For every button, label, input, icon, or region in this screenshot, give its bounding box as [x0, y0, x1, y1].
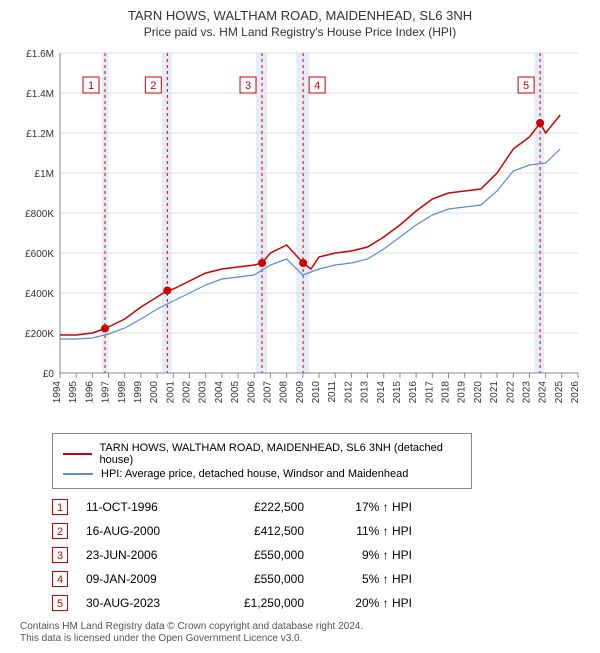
svg-text:3: 3: [245, 80, 251, 92]
svg-text:£1.6M: £1.6M: [26, 49, 54, 60]
legend-swatch: [63, 473, 93, 475]
event-row: 1 11-OCT-1996 £222,500 17% ↑ HPI: [52, 499, 588, 515]
svg-text:2007: 2007: [262, 381, 273, 404]
svg-text:2024: 2024: [538, 381, 549, 404]
svg-text:2022: 2022: [505, 381, 516, 404]
event-delta: 11% ↑ HPI: [322, 524, 412, 538]
chart-svg: £0 £200K £400K £600K £800K £1M £1.2M £1.4M £1.6M…: [12, 45, 588, 425]
svg-text:2004: 2004: [214, 381, 225, 404]
footer-attribution: Contains HM Land Registry data © Crown c…: [20, 621, 588, 644]
svg-text:£400K: £400K: [25, 289, 54, 300]
svg-text:2012: 2012: [343, 381, 354, 404]
svg-text:2020: 2020: [473, 381, 484, 404]
event-number-box: 2: [52, 523, 68, 539]
svg-text:1: 1: [88, 80, 94, 92]
event-delta: 9% ↑ HPI: [322, 548, 412, 562]
svg-text:2016: 2016: [408, 381, 419, 404]
event-price: £550,000: [214, 572, 304, 586]
event-date: 23-JUN-2006: [86, 548, 196, 562]
event-number-box: 4: [52, 571, 68, 587]
svg-text:2026: 2026: [570, 381, 581, 404]
svg-text:1997: 1997: [101, 381, 112, 404]
event-price: £412,500: [214, 524, 304, 538]
legend-row: TARN HOWS, WALTHAM ROAD, MAIDENHEAD, SL6…: [63, 442, 461, 466]
svg-text:2021: 2021: [489, 381, 500, 404]
events-table: 1 11-OCT-1996 £222,500 17% ↑ HPI 2 16-AUG-200…: [52, 499, 588, 611]
svg-text:2000: 2000: [149, 381, 160, 404]
svg-text:2005: 2005: [230, 381, 241, 404]
svg-text:4: 4: [314, 80, 320, 92]
svg-text:1994: 1994: [52, 381, 63, 404]
svg-text:2025: 2025: [554, 381, 565, 404]
event-date: 11-OCT-1996: [86, 500, 196, 514]
legend-row: HPI: Average price, detached house, Wind…: [63, 468, 461, 480]
svg-text:2009: 2009: [295, 381, 306, 404]
svg-text:2019: 2019: [457, 381, 468, 404]
event-row: 5 30-AUG-2023 £1,250,000 20% ↑ HPI: [52, 595, 588, 611]
event-date: 16-AUG-2000: [86, 524, 196, 538]
svg-text:1995: 1995: [68, 381, 79, 404]
event-number-box: 3: [52, 547, 68, 563]
svg-text:1999: 1999: [133, 381, 144, 404]
svg-text:£0: £0: [43, 369, 55, 380]
svg-text:£1.4M: £1.4M: [26, 89, 54, 100]
svg-text:1998: 1998: [117, 381, 128, 404]
event-price: £1,250,000: [214, 596, 304, 610]
svg-text:2014: 2014: [376, 381, 387, 404]
event-price: £222,500: [214, 500, 304, 514]
event-number-box: 1: [52, 499, 68, 515]
event-row: 2 16-AUG-2000 £412,500 11% ↑ HPI: [52, 523, 588, 539]
svg-text:2015: 2015: [392, 381, 403, 404]
svg-text:£200K: £200K: [25, 329, 54, 340]
svg-text:2023: 2023: [521, 381, 532, 404]
svg-text:2013: 2013: [360, 381, 371, 404]
event-row: 3 23-JUN-2006 £550,000 9% ↑ HPI: [52, 547, 588, 563]
chart-title: TARN HOWS, WALTHAM ROAD, MAIDENHEAD, SL6…: [12, 8, 588, 23]
page-container: TARN HOWS, WALTHAM ROAD, MAIDENHEAD, SL6…: [0, 0, 600, 653]
footer-line-2: This data is licensed under the Open Gov…: [20, 633, 588, 644]
legend-swatch: [63, 453, 92, 455]
event-delta: 5% ↑ HPI: [322, 572, 412, 586]
svg-text:2001: 2001: [165, 381, 176, 404]
svg-text:5: 5: [523, 80, 529, 92]
chart-subtitle: Price paid vs. HM Land Registry's House …: [12, 25, 588, 39]
svg-text:2003: 2003: [198, 381, 209, 404]
svg-text:£1.2M: £1.2M: [26, 129, 54, 140]
event-delta: 17% ↑ HPI: [322, 500, 412, 514]
svg-text:2010: 2010: [311, 381, 322, 404]
svg-text:2008: 2008: [279, 381, 290, 404]
event-date: 09-JAN-2009: [86, 572, 196, 586]
svg-text:£800K: £800K: [25, 209, 54, 220]
svg-text:1996: 1996: [84, 381, 95, 404]
svg-text:2: 2: [150, 80, 156, 92]
footer-line-1: Contains HM Land Registry data © Crown c…: [20, 621, 588, 632]
title-block: TARN HOWS, WALTHAM ROAD, MAIDENHEAD, SL6…: [12, 8, 588, 39]
svg-text:2002: 2002: [182, 381, 193, 404]
event-row: 4 09-JAN-2009 £550,000 5% ↑ HPI: [52, 571, 588, 587]
chart: £0 £200K £400K £600K £800K £1M £1.2M £1.4M £1.6M…: [12, 45, 588, 425]
event-date: 30-AUG-2023: [86, 596, 196, 610]
event-delta: 20% ↑ HPI: [322, 596, 412, 610]
svg-text:£1M: £1M: [35, 169, 54, 180]
legend: TARN HOWS, WALTHAM ROAD, MAIDENHEAD, SL6…: [52, 433, 472, 489]
legend-label: TARN HOWS, WALTHAM ROAD, MAIDENHEAD, SL6…: [100, 442, 461, 466]
legend-label: HPI: Average price, detached house, Wind…: [101, 468, 408, 480]
svg-text:2006: 2006: [246, 381, 257, 404]
event-price: £550,000: [214, 548, 304, 562]
event-number-box: 5: [52, 595, 68, 611]
svg-text:2018: 2018: [441, 381, 452, 404]
svg-text:2011: 2011: [327, 381, 338, 403]
svg-text:2017: 2017: [424, 381, 435, 404]
svg-text:£600K: £600K: [25, 249, 54, 260]
